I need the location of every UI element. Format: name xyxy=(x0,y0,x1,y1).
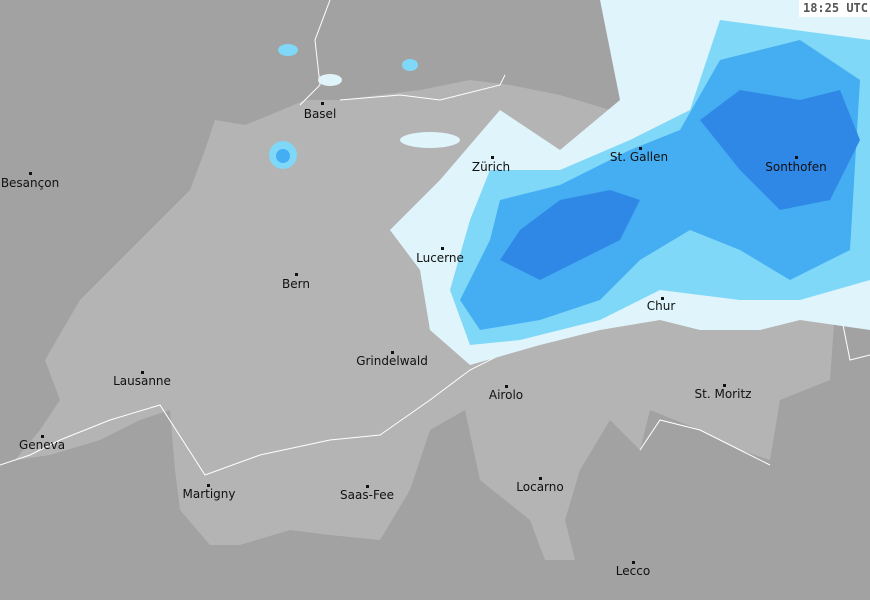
city-dot xyxy=(639,147,642,150)
city-label-lucerne[interactable]: Lucerne xyxy=(416,251,464,265)
city-dot xyxy=(391,351,394,354)
city-label-st-moritz[interactable]: St. Moritz xyxy=(694,387,752,401)
city-label-besancon[interactable]: Besançon xyxy=(0,176,60,190)
city-dot xyxy=(141,371,144,374)
city-dot xyxy=(366,485,369,488)
city-dot xyxy=(321,102,324,105)
city-label-lausanne[interactable]: Lausanne xyxy=(113,374,171,388)
city-label-locarno[interactable]: Locarno xyxy=(516,480,564,494)
timestamp-label: 18:25 UTC xyxy=(798,0,870,17)
city-dot xyxy=(723,384,726,387)
city-label-chur[interactable]: Chur xyxy=(646,299,676,313)
city-label-geneva[interactable]: Geneva xyxy=(18,438,66,452)
city-label-airolo[interactable]: Airolo xyxy=(488,388,524,402)
city-dot xyxy=(441,247,444,250)
city-label-lecco[interactable]: Lecco xyxy=(615,564,651,578)
city-label-sonthofen[interactable]: Sonthofen xyxy=(765,160,827,174)
city-dot xyxy=(491,156,494,159)
city-dot xyxy=(795,156,798,159)
city-label-st-gallen[interactable]: St. Gallen xyxy=(609,150,669,164)
city-dot xyxy=(539,477,542,480)
city-dot xyxy=(632,561,635,564)
city-dot xyxy=(207,484,210,487)
city-label-basel[interactable]: Basel xyxy=(303,107,337,121)
city-label-zurich[interactable]: Zürich xyxy=(471,160,511,174)
city-label-bern[interactable]: Bern xyxy=(282,277,310,291)
city-dot xyxy=(295,273,298,276)
city-label-grindelwald[interactable]: Grindelwald xyxy=(356,354,428,368)
precipitation-layer xyxy=(269,0,870,365)
city-label-martigny[interactable]: Martigny xyxy=(182,487,236,501)
city-dot xyxy=(29,172,32,175)
city-dot xyxy=(661,297,664,300)
city-dot xyxy=(41,435,44,438)
city-dot xyxy=(505,385,508,388)
city-label-saas-fee[interactable]: Saas-Fee xyxy=(340,488,394,502)
